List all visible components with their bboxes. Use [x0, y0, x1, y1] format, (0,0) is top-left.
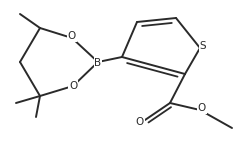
- Text: O: O: [68, 31, 76, 41]
- Text: O: O: [136, 117, 144, 127]
- Text: O: O: [198, 103, 206, 113]
- Text: O: O: [69, 81, 77, 91]
- Text: B: B: [94, 58, 102, 68]
- Text: S: S: [200, 41, 206, 51]
